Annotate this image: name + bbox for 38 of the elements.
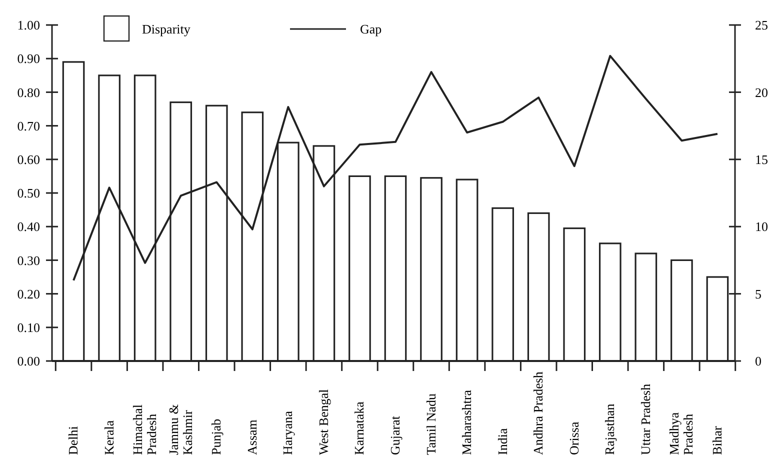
y-tick-label: 0.00 bbox=[17, 354, 40, 369]
x-tick-label: Rajasthan bbox=[602, 403, 618, 455]
y-tick-label: 0.30 bbox=[17, 252, 40, 268]
x-tick-label: Madhya Pradesh bbox=[666, 412, 696, 455]
y-tick-label: 0.20 bbox=[17, 286, 40, 302]
x-tick-label: India bbox=[494, 428, 510, 455]
y-tick-label: 0.40 bbox=[17, 219, 40, 234]
y2-tick-label: 20 bbox=[755, 84, 768, 100]
y-tick-label: 1.00 bbox=[17, 18, 40, 33]
x-tick-label: Haryana bbox=[280, 410, 296, 455]
x-tick-label: Karnataka bbox=[352, 401, 367, 455]
y-tick-label: 0.80 bbox=[17, 84, 40, 100]
x-tick-label: Orissa bbox=[566, 422, 582, 455]
y-tick-label: 0.10 bbox=[17, 320, 40, 335]
x-tick-label: Assam bbox=[244, 420, 260, 455]
y2-tick-label: 5 bbox=[755, 286, 762, 302]
y2-tick-label: 15 bbox=[755, 152, 768, 167]
x-tick-label: Delhi bbox=[66, 426, 81, 455]
y-tick-label: 0.60 bbox=[17, 152, 40, 167]
y2-tick-label: 10 bbox=[755, 219, 768, 234]
y2-tick-label: 25 bbox=[755, 18, 768, 33]
legend-label: Disparity bbox=[142, 22, 191, 37]
y2-tick-label: 0 bbox=[755, 354, 762, 369]
x-tick-label: Punjab bbox=[208, 418, 224, 455]
y-tick-label: 0.50 bbox=[17, 186, 40, 201]
x-tick-label: Bihar bbox=[709, 425, 724, 455]
x-tick-label: Kerala bbox=[101, 420, 116, 455]
x-tick-label: Tamil Nadu bbox=[423, 392, 438, 455]
x-tick-label: Gujarat bbox=[388, 416, 402, 455]
y-tick-label: 0.90 bbox=[17, 51, 40, 66]
x-tick-label: Maharashtra bbox=[459, 390, 474, 455]
legend-label: Gap bbox=[360, 22, 382, 37]
x-tick-label: West Bengal bbox=[316, 388, 331, 455]
x-tick-label: Uttar Pradesh bbox=[638, 383, 653, 455]
y-tick-label: 0.70 bbox=[17, 118, 40, 134]
x-tick-label: Himachal Pradesh bbox=[130, 404, 160, 455]
x-tick-label: Jammu & Kashmir bbox=[166, 404, 195, 455]
x-tick-label: Andhra Pradesh bbox=[530, 371, 546, 455]
